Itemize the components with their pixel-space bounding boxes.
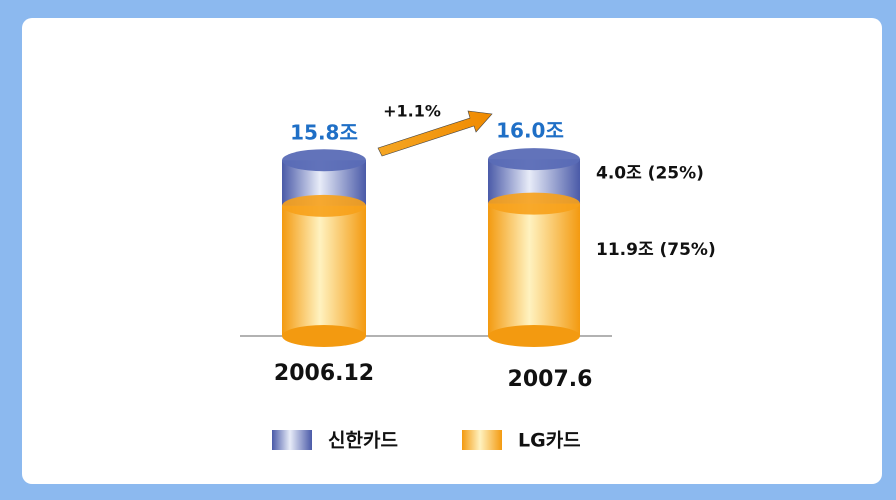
annotation: +1.1% xyxy=(383,102,441,121)
bar-cap xyxy=(488,192,580,215)
bar-bottom xyxy=(282,325,366,347)
bar-segment xyxy=(488,203,580,336)
legend: 신한카드 LG카드 xyxy=(272,430,581,452)
legend-swatch xyxy=(272,430,312,450)
x-tick-label: 2006.12 xyxy=(274,361,374,386)
legend-label: 신한카드 xyxy=(328,430,398,452)
bar-cap xyxy=(282,149,366,172)
x-tick-label: 2007.6 xyxy=(508,367,593,392)
bar-cap xyxy=(282,194,366,217)
bar-cap xyxy=(488,148,580,171)
legend-swatch xyxy=(462,430,502,450)
total-label: 16.0조 xyxy=(496,119,564,143)
bar-segment xyxy=(282,205,366,336)
value-label: 11.9조 (75%) xyxy=(596,240,716,260)
total-label: 15.8조 xyxy=(290,121,358,145)
panel xyxy=(22,18,882,484)
growth-arrow xyxy=(377,110,493,157)
bar-bottom xyxy=(488,325,580,347)
value-label: 4.0조 (25%) xyxy=(596,163,704,183)
legend-label: LG카드 xyxy=(518,430,581,452)
